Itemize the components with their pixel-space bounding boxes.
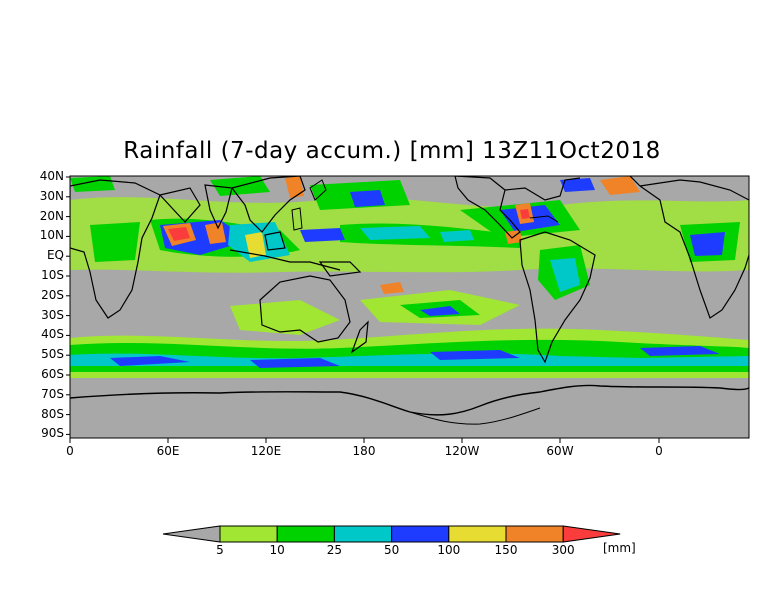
colorbar-swatch [505,525,564,543]
antarctica-coast [70,384,749,416]
australia-coast [259,275,351,343]
latitude-ticks [66,176,70,435]
lat-label: 50S [41,347,64,362]
colorbar-threshold-label: 5 [216,543,224,557]
lon-label: 0 [655,444,663,458]
south-america-coast [519,231,596,364]
india-coast [204,184,233,230]
colorbar-swatch [333,525,393,543]
lat-label: 70S [41,386,64,401]
new-guinea-coast [318,261,362,277]
lon-label: 0 [66,444,74,458]
africa-coast [70,179,161,319]
lat-label: 10S [41,268,64,282]
asia-coast [230,176,306,233]
lon-label: 120E [250,444,282,458]
colorbar-threshold-label: 10 [269,543,285,557]
lat-label: 30N [39,188,64,203]
lat-label: 60S [41,367,64,381]
borneo-coast [264,231,286,251]
tropical-rain [70,176,749,300]
indonesia-coast [229,249,341,271]
map-title: Rainfall (7-day accum.) [mm] 13Z11Oct201… [123,138,661,164]
colorbar-threshold-label: 300 [551,543,575,557]
colorbar-threshold-label: 150 [494,543,518,557]
lat-label: 40N [39,169,64,183]
asia-coast [158,187,201,223]
new-zealand-coast [350,320,369,354]
africa-coast-repeat [639,185,749,319]
lat-label: 30S [41,307,64,322]
colorbar-swatch [276,525,335,543]
caribbean-coast [529,215,559,223]
colorbar-threshold-label: 100 [437,543,461,557]
lat-label: EQ [46,248,64,263]
colorbar-arrow-low [162,525,221,543]
antarctica-coast [409,407,541,425]
lat-label: 20S [41,287,64,302]
lat-label: 10N [39,228,64,243]
lat-label: 40S [41,327,64,342]
colorbar [162,525,621,543]
colorbar-arrow-high [562,525,621,543]
colorbar-swatch [219,525,278,543]
europe-coast-repeat [629,176,641,187]
colorbar-unit: [mm] [603,541,636,555]
lon-label: 120W [444,444,480,458]
philippines-coast [291,207,303,231]
colorbar-swatch [391,525,450,543]
lon-label: 180 [352,444,376,458]
colorbar-threshold-label: 25 [326,543,343,557]
southern-rain-belt [70,290,749,378]
colorbar-swatch [448,525,507,543]
lon-label: 60E [156,444,180,458]
map-frame [69,175,750,439]
north-america-coast [504,177,581,201]
north-america-coast [454,176,521,239]
africa-coast-repeat [639,179,749,201]
longitude-ticks [69,438,660,443]
japan-coast [309,179,327,201]
lon-label: 60W [546,444,574,458]
lat-label: 90S [41,426,64,441]
lat-label: 20N [39,208,64,223]
colorbar-threshold-label: 50 [383,543,400,557]
lat-label: 80S [41,406,64,421]
